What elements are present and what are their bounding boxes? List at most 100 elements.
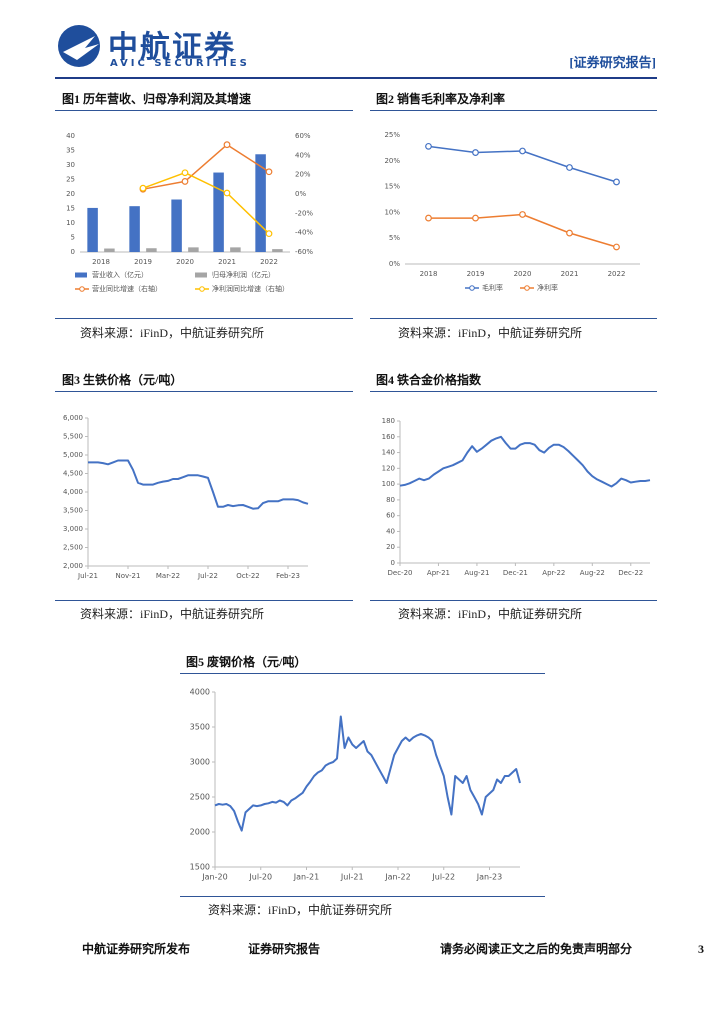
footer-disclaimer: 请务必阅读正文之后的免责声明部分	[440, 942, 633, 956]
rule	[55, 110, 353, 111]
y-tick-label: 5,500	[63, 433, 83, 441]
y-tick-label: 0	[391, 559, 395, 567]
y-tick-label: 10%	[384, 208, 400, 216]
marker	[223, 141, 231, 149]
chart: 0% 5% 10% 15% 20% 25% 2018 2019 2020 2021 2022 毛利率 净…	[384, 131, 640, 292]
y-tick-label: 15%	[384, 183, 400, 191]
rule	[180, 896, 545, 897]
y-tick-label: 5	[71, 234, 75, 242]
x-tick-label: Jan-22	[384, 873, 410, 882]
marker	[139, 184, 147, 192]
x-tick-label: 2022	[260, 258, 278, 266]
figure-source: 资料来源：iFinD，中航证券研究所	[80, 607, 265, 621]
x-tick-label: 2020	[176, 258, 194, 266]
x-tick-label: Jul-21	[77, 572, 98, 580]
x-tick-label: Feb-23	[276, 572, 300, 580]
y-tick-label: 4,000	[63, 488, 83, 496]
legend-label: 净利润同比增速（右轴）	[212, 284, 289, 293]
figure-source: 资料来源：iFinD，中航证券研究所	[398, 607, 583, 621]
legend-marker	[524, 285, 530, 291]
x-tick-label: Jul-22	[197, 572, 218, 580]
y-tick-label: 30	[66, 161, 75, 169]
legend-marker	[199, 286, 205, 292]
marker	[472, 214, 479, 222]
rule	[55, 318, 353, 319]
figure-title: 图2 销售毛利率及净利率	[376, 92, 506, 106]
x-tick-label: 2019	[134, 258, 152, 266]
y-tick-label: 160	[382, 433, 395, 441]
marker	[519, 147, 526, 155]
rule	[55, 391, 353, 392]
y-tick-label: 6,000	[63, 414, 83, 422]
legend-swatch	[195, 272, 207, 278]
figure-title: 图3 生铁价格（元/吨）	[62, 373, 183, 387]
figure-source: 资料来源：iFinD，中航证券研究所	[208, 903, 393, 917]
legend-label: 营业同比增速（右轴）	[92, 284, 162, 293]
x-tick-label: Jan-23	[476, 873, 502, 882]
bar	[213, 172, 224, 252]
x-tick-label: 2018	[420, 270, 438, 278]
marker	[472, 149, 479, 156]
y-tick-label: 20	[386, 543, 395, 551]
legend-label: 营业收入（亿元）	[92, 270, 148, 279]
rule	[55, 600, 353, 601]
y-tick-label: 2500	[190, 793, 210, 802]
footer-publisher: 中航证券研究所发布	[82, 942, 191, 956]
legend-label: 净利率	[537, 283, 558, 292]
line	[88, 459, 309, 510]
y-tick-label: 120	[382, 464, 395, 472]
y-tick-label: 10	[66, 219, 75, 227]
line	[214, 715, 521, 832]
x-tick-label: 2021	[561, 270, 579, 278]
marker	[425, 142, 432, 150]
y-tick-label: 3000	[190, 758, 210, 767]
y-tick-label: 5,000	[63, 451, 83, 459]
y-tick-label: 2,000	[63, 562, 83, 570]
x-tick-label: 2019	[467, 270, 485, 278]
marker	[223, 189, 231, 197]
x-tick-label: Apr-21	[427, 569, 450, 577]
report-type: [证券研究报告]	[569, 55, 656, 70]
chart: 0 20 40 60 80 100 120 140 160 180 Dec-20 Apr-21 Aug-…	[382, 417, 651, 577]
rule	[370, 318, 657, 319]
y2-tick-label: -40%	[295, 229, 313, 237]
logo	[58, 25, 100, 67]
line	[428, 213, 617, 248]
x-tick-label: 2018	[92, 258, 110, 266]
chart: 0 5 10 15 20 25 30 35 40 -60% -40% -20% 0% 20% 40% 60% 2…	[66, 132, 313, 293]
x-tick-label: Dec-22	[618, 569, 643, 577]
y-tick-label: 0%	[389, 260, 400, 268]
y-tick-label: 25%	[384, 131, 400, 139]
legend-label: 归母净利润（亿元）	[212, 270, 275, 279]
y-tick-label: 180	[382, 417, 395, 425]
y-tick-label: 40	[66, 132, 75, 140]
y-tick-label: 100	[382, 480, 395, 488]
y-tick-label: 60	[386, 512, 395, 520]
figure-source: 资料来源：iFinD，中航证券研究所	[398, 326, 583, 340]
y-tick-label: 4000	[190, 688, 210, 697]
y-tick-label: 25	[66, 176, 75, 184]
x-tick-label: Dec-20	[388, 569, 413, 577]
y-tick-label: 3,000	[63, 525, 83, 533]
bar	[230, 247, 241, 252]
x-tick-label: Nov-21	[116, 572, 141, 580]
x-tick-label: 2021	[218, 258, 236, 266]
footer-report-type: 证券研究报告	[248, 942, 321, 956]
bar	[129, 206, 140, 252]
y-tick-label: 140	[382, 449, 395, 457]
bar	[272, 249, 283, 252]
x-tick-label: 2022	[608, 270, 626, 278]
marker	[613, 178, 620, 186]
line	[399, 435, 651, 488]
x-tick-label: 2020	[514, 270, 532, 278]
y2-tick-label: 40%	[295, 151, 311, 159]
chart: 2,000 2,500 3,000 3,500 4,000 4,500 5,000 5,500…	[63, 414, 309, 580]
company-name: 中航证券	[108, 30, 236, 65]
marker	[181, 169, 189, 177]
marker	[265, 230, 273, 238]
legend-marker	[469, 285, 475, 291]
y-tick-label: 80	[386, 496, 395, 504]
marker	[425, 214, 432, 222]
legend-marker	[79, 286, 85, 292]
